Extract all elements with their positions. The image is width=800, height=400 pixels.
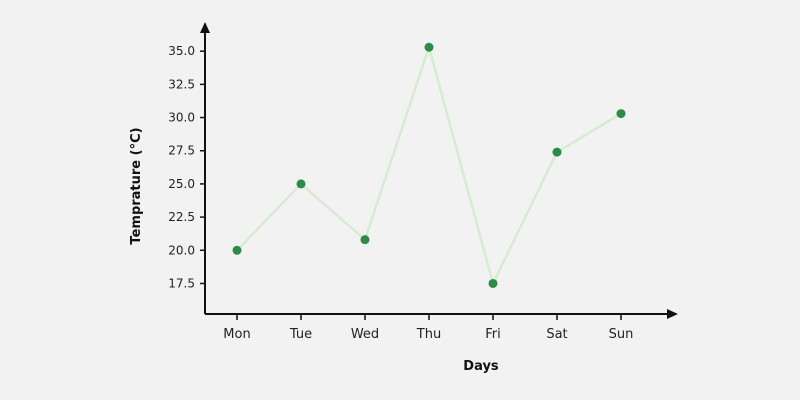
data-point-mon[interactable] [232, 245, 242, 255]
data-point-sun[interactable] [616, 109, 626, 119]
y-tick-label: 20.0 [168, 243, 195, 257]
y-axis-title: Temprature (°C) [129, 127, 144, 244]
x-tick-label: Tue [289, 327, 312, 342]
data-point-tue[interactable] [296, 179, 306, 189]
x-axis-title: Days [463, 359, 499, 374]
x-tick-label: Fri [485, 327, 501, 342]
y-tick-label: 17.5 [168, 276, 195, 290]
y-tick-label: 35.0 [168, 44, 195, 58]
data-point-thu[interactable] [424, 42, 434, 52]
series-line [236, 45, 622, 285]
data-point-fri[interactable] [488, 278, 498, 288]
axes [200, 22, 678, 319]
x-axis-arrow [667, 309, 678, 319]
x-tick-label: Thu [416, 327, 441, 342]
y-tick-label: 22.5 [168, 210, 195, 224]
y-tick-label: 27.5 [168, 144, 195, 158]
x-tick-label: Wed [351, 327, 379, 342]
y-tick-label: 25.0 [168, 177, 195, 191]
series-group [232, 42, 626, 288]
x-tick-label: Sat [546, 327, 567, 342]
x-tick-label: Sun [609, 327, 634, 342]
data-point-sat[interactable] [552, 147, 562, 157]
y-axis-arrow [200, 22, 210, 33]
x-ticks: Mon Tue Wed Thu Fri Sat Sun [223, 314, 633, 342]
y-tick-label: 30.0 [168, 111, 195, 125]
y-ticks: 17.5 20.0 22.5 25.0 27.5 30.0 32.5 35.0 [168, 44, 205, 290]
data-point-wed[interactable] [360, 235, 370, 245]
y-tick-label: 32.5 [168, 77, 195, 91]
x-tick-label: Mon [223, 327, 250, 342]
